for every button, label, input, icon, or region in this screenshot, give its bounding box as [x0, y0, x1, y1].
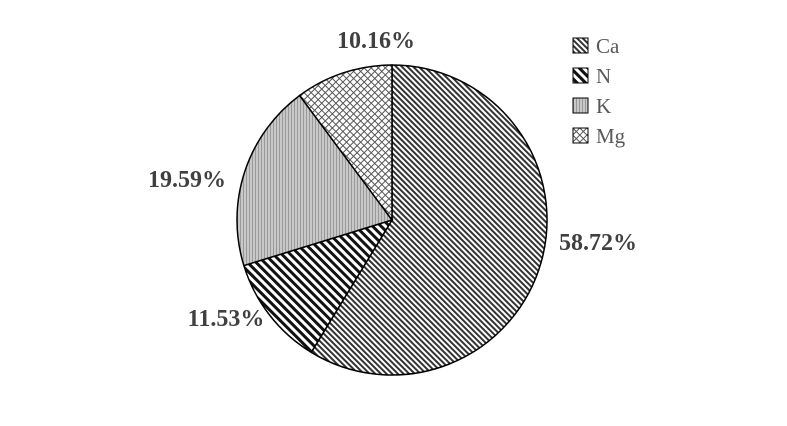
- legend-label: Ca: [596, 34, 620, 58]
- legend-label: N: [596, 64, 611, 88]
- legend-swatch: [572, 37, 589, 54]
- slice-n: [242, 218, 394, 354]
- legend-label: Mg: [596, 124, 626, 148]
- legend-swatch: [572, 67, 589, 84]
- legend-swatch: [572, 127, 589, 144]
- data-label: 11.53%: [188, 306, 265, 332]
- slice-k: [236, 94, 394, 267]
- slice-mg: [298, 64, 393, 223]
- slice-ca: [310, 64, 548, 376]
- legend-swatch: [572, 97, 589, 114]
- data-label: 10.16%: [337, 28, 415, 54]
- legend-label: K: [596, 94, 611, 118]
- data-label: 58.72%: [559, 230, 637, 256]
- data-label: 19.59%: [148, 167, 226, 193]
